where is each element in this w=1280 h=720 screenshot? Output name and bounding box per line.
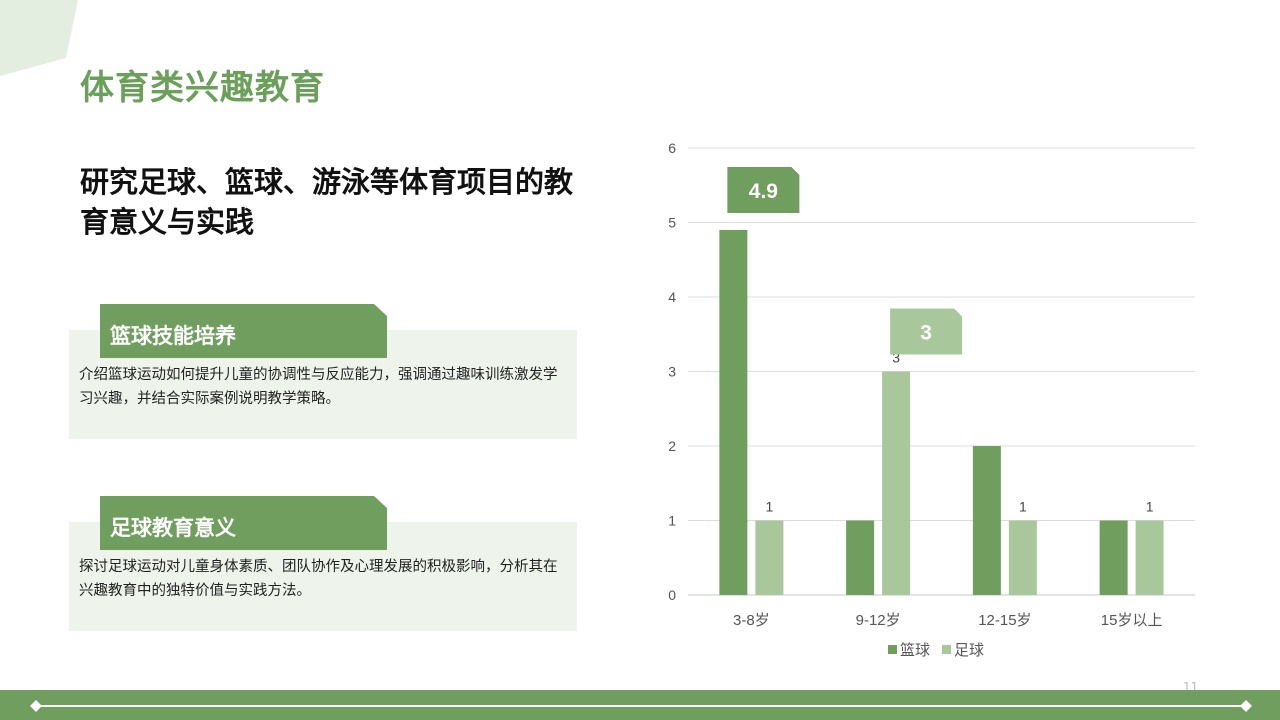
- bar: [1135, 520, 1164, 595]
- x-tick-label: 9-12岁: [856, 612, 901, 629]
- y-tick-label: 5: [668, 215, 676, 231]
- legend-label: 篮球: [900, 641, 930, 659]
- legend-swatch: [888, 645, 897, 654]
- callout-box: [727, 166, 800, 213]
- card-heading-basketball: 篮球技能培养: [100, 304, 387, 358]
- legend-swatch: [942, 645, 951, 654]
- data-label: 1: [765, 499, 773, 515]
- x-tick-label: 12-15岁: [978, 612, 1031, 629]
- data-label: 1: [1146, 499, 1154, 515]
- data-label: 1: [1019, 499, 1027, 515]
- card-text-football: 探讨足球运动对儿童身体素质、团队协作及心理发展的积极影响，分析其在兴趣教育中的独…: [79, 559, 558, 599]
- callout-label: 4.9: [749, 180, 778, 203]
- callout-label: 3: [920, 322, 932, 345]
- bar: [882, 371, 911, 595]
- bar: [972, 446, 1001, 595]
- y-tick-label: 0: [668, 587, 676, 603]
- y-tick-label: 1: [668, 513, 676, 529]
- x-tick-label: 3-8岁: [733, 612, 770, 629]
- data-label: 3: [892, 350, 900, 366]
- card-heading-football: 足球教育意义: [100, 496, 387, 550]
- bar: [846, 520, 875, 595]
- page-title: 体育类兴趣教育: [80, 68, 325, 108]
- bar: [755, 520, 784, 595]
- y-tick-label: 3: [668, 364, 676, 380]
- corner-decoration: [0, 0, 78, 76]
- x-tick-label: 15岁以上: [1101, 612, 1163, 629]
- bar: [1099, 520, 1128, 595]
- card-text-basketball: 介绍篮球运动如何提升儿童的协调性与反应能力，强调通过趣味训练激发学习兴趣，并结合…: [79, 367, 558, 407]
- bar: [719, 229, 748, 595]
- y-tick-label: 4: [668, 289, 676, 305]
- y-tick-label: 2: [668, 438, 676, 454]
- legend-label: 足球: [954, 642, 984, 659]
- bar: [1008, 520, 1037, 595]
- footer-decoration: [30, 700, 1252, 712]
- callout-box: [890, 308, 963, 355]
- y-tick-label: 6: [668, 140, 676, 156]
- bar-chart: 0 1 2 3 4 5 6 1 3-8岁 3 9-12岁 1 12-15岁 1 15岁以上 4.9 3 篮球 足球: [668, 140, 1195, 659]
- headline: 研究足球、篮球、游泳等体育项目的教育意义与实践: [80, 165, 574, 239]
